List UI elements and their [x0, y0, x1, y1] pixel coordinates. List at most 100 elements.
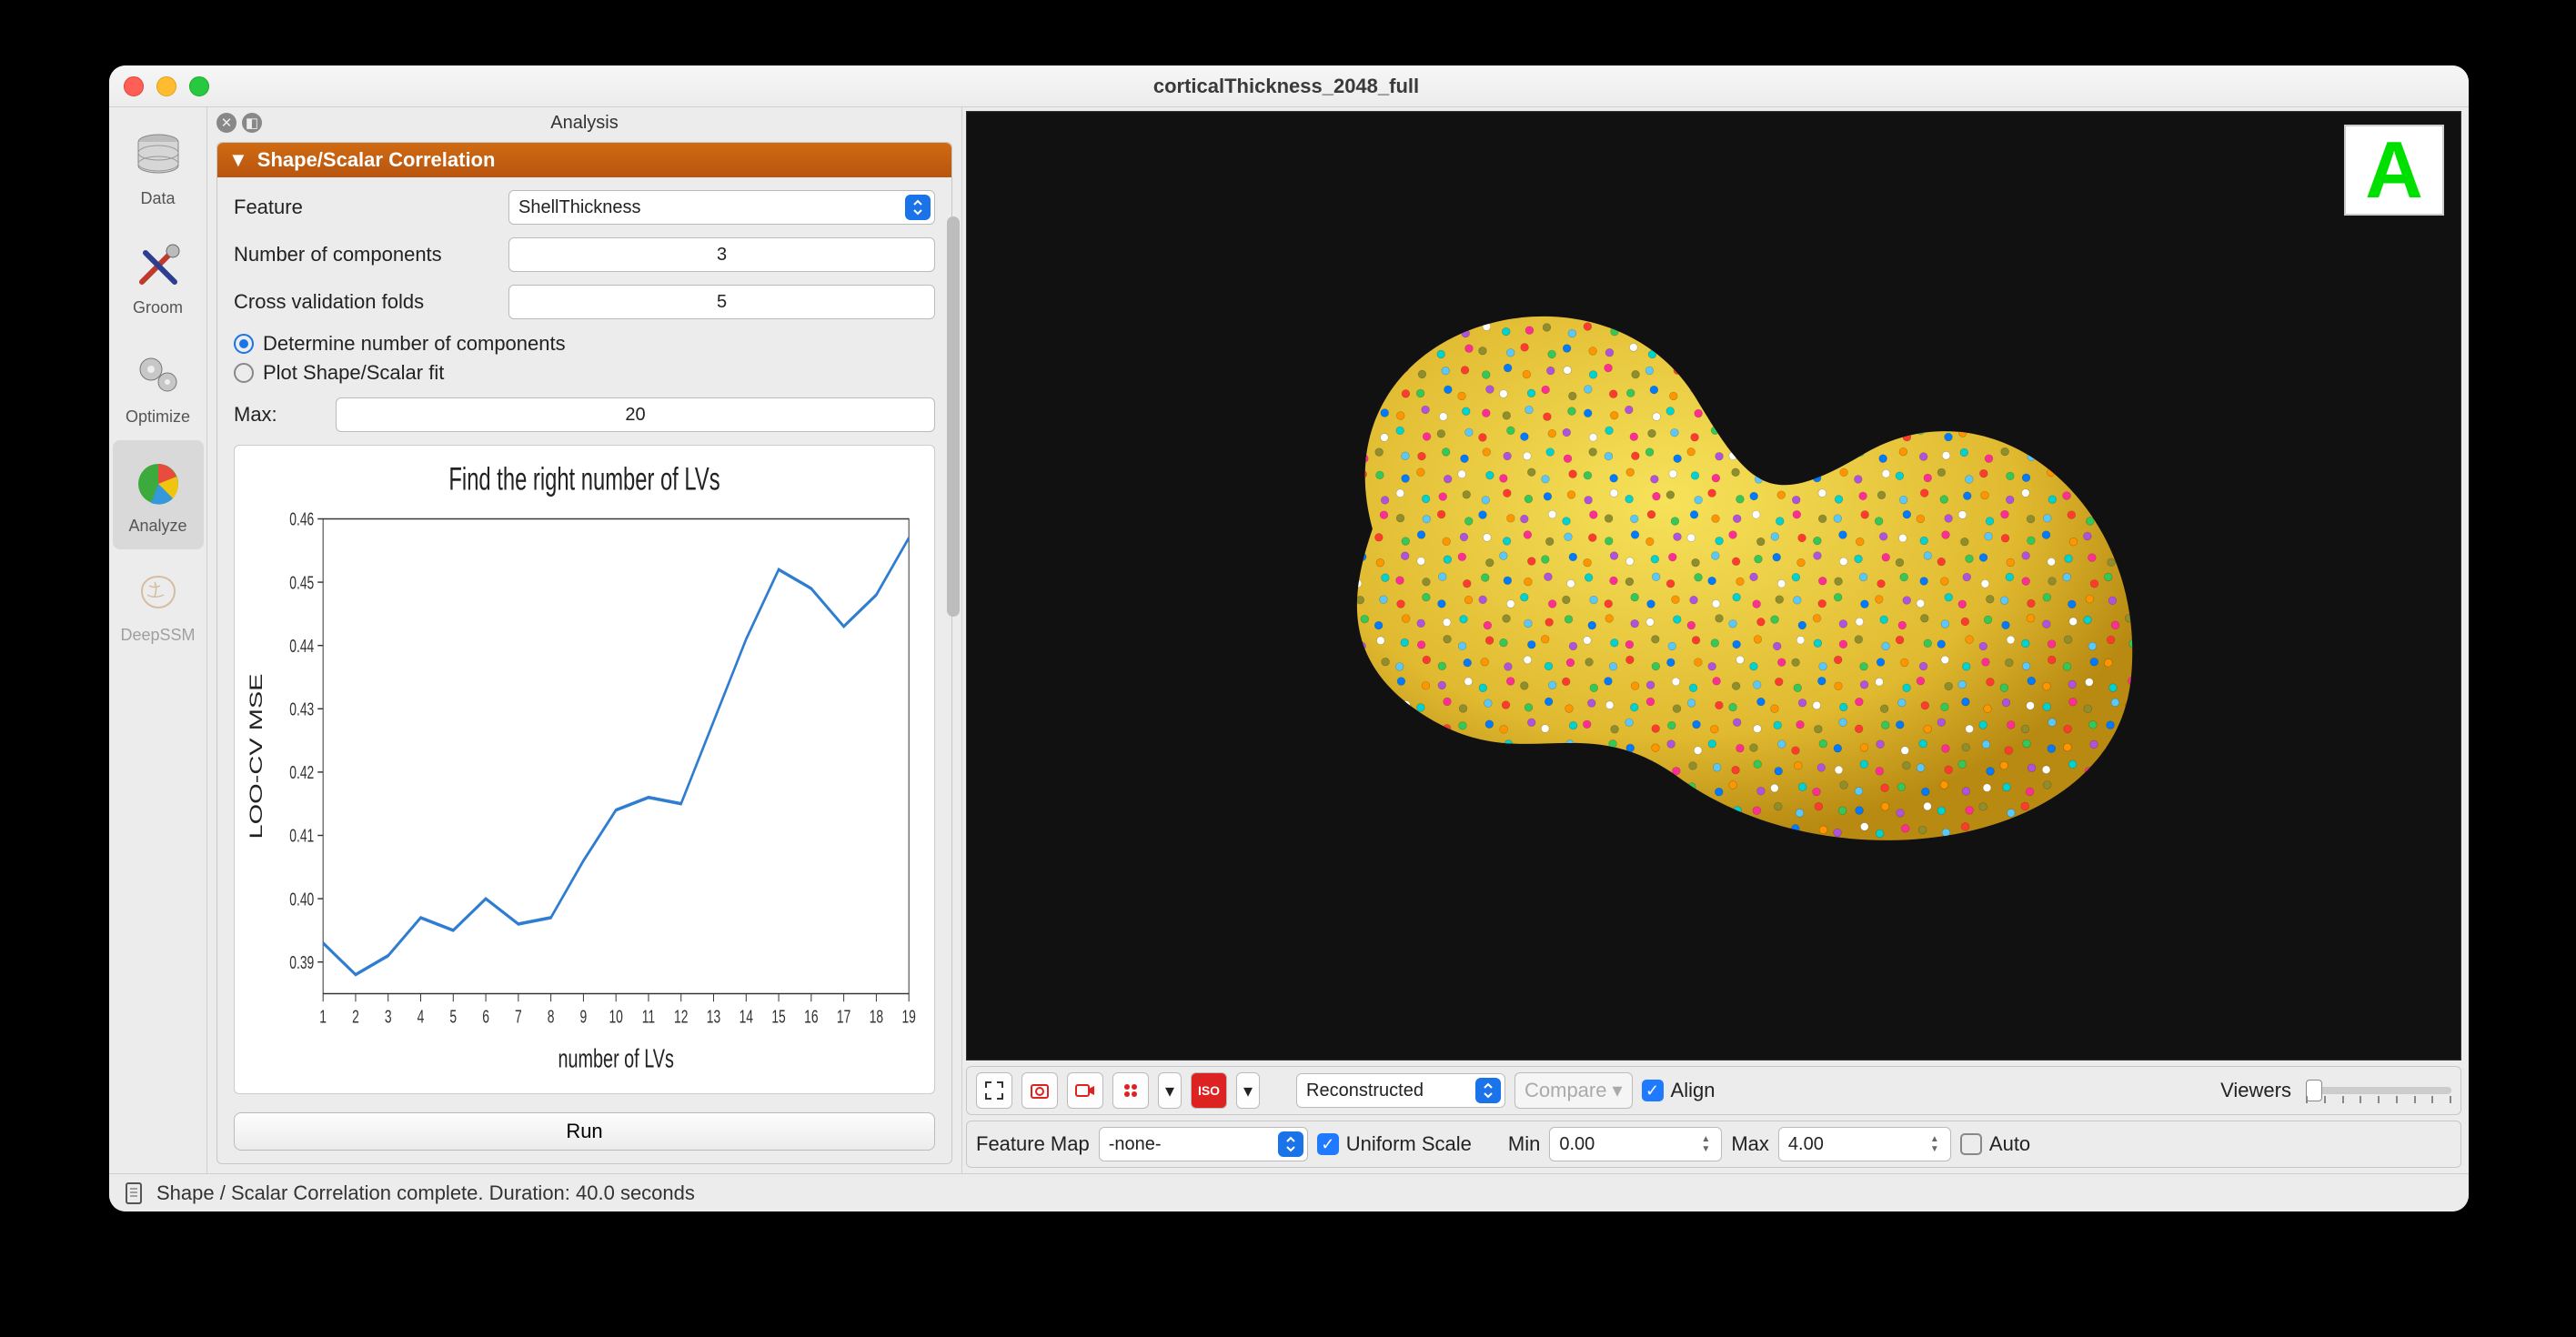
checkbox-icon	[1960, 1133, 1982, 1155]
sidebar-item-groom[interactable]: Groom	[113, 222, 204, 331]
mode-value: Reconstructed	[1306, 1081, 1424, 1101]
spinner-icon[interactable]: ▲▼	[1930, 1130, 1948, 1159]
sidebar-item-label: Analyze	[128, 517, 186, 536]
lv-chart: Find the right number of LVs0.390.400.41…	[234, 445, 935, 1094]
titlebar: corticalThickness_2048_full	[109, 65, 2469, 107]
auto-label: Auto	[1989, 1132, 2030, 1156]
svg-text:0.42: 0.42	[289, 761, 314, 782]
document-icon	[124, 1181, 144, 1205]
mode-select[interactable]: Reconstructed	[1296, 1073, 1505, 1108]
statusbar: Shape / Scalar Correlation complete. Dur…	[109, 1173, 2469, 1211]
iso-dropdown[interactable]: ▾	[1236, 1072, 1260, 1109]
run-button[interactable]: Run	[234, 1112, 935, 1151]
svg-text:7: 7	[515, 1006, 522, 1027]
svg-text:LOO-CV MSE: LOO-CV MSE	[247, 673, 267, 839]
correlation-panel: ▼ Shape/Scalar Correlation Feature Shell…	[216, 142, 952, 1164]
mode-sidebar: Data Groom Optimize Analyze	[109, 107, 207, 1173]
particles-button[interactable]	[1112, 1072, 1149, 1109]
ncomp-input[interactable]: 3	[508, 237, 935, 272]
min-input[interactable]: 0.00 ▲▼	[1549, 1127, 1722, 1161]
compare-button[interactable]: Compare ▾	[1514, 1072, 1633, 1109]
analysis-header-label: Analysis	[550, 113, 618, 134]
viewer-column: A ▾ ISO ▾ Reconstr	[962, 107, 2469, 1173]
feature-select[interactable]: ShellThickness	[508, 190, 935, 225]
svg-text:0.40: 0.40	[289, 889, 314, 910]
ncomp-label: Number of components	[234, 243, 498, 266]
feature-value: ShellThickness	[518, 197, 641, 218]
3d-viewport[interactable]: A	[966, 111, 2461, 1061]
uniform-scale-checkbox[interactable]: ✓ Uniform Scale	[1317, 1132, 1472, 1156]
axes-badge: A	[2344, 125, 2444, 216]
svg-text:15: 15	[771, 1006, 785, 1027]
panel-title: Shape/Scalar Correlation	[257, 148, 496, 172]
particles-dropdown[interactable]: ▾	[1158, 1072, 1182, 1109]
analysis-header: ✕ ◧ Analysis	[207, 107, 961, 138]
radio-label: Determine number of components	[263, 332, 566, 356]
detach-icon[interactable]: ✕	[216, 113, 236, 133]
max-input[interactable]: 4.00 ▲▼	[1778, 1127, 1951, 1161]
chevron-down-icon: ▾	[1612, 1079, 1622, 1102]
radio-label: Plot Shape/Scalar fit	[263, 361, 444, 385]
max-label: Max	[1731, 1132, 1769, 1156]
sidebar-item-optimize[interactable]: Optimize	[113, 331, 204, 440]
viewers-label: Viewers	[2220, 1079, 2291, 1102]
panel-title-bar[interactable]: ▼ Shape/Scalar Correlation	[217, 143, 951, 177]
feature-label: Feature	[234, 196, 498, 219]
svg-text:16: 16	[804, 1006, 818, 1027]
radio-icon	[234, 334, 254, 354]
window-maximize-button[interactable]	[189, 76, 209, 96]
disclosure-triangle-icon: ▼	[228, 148, 248, 172]
iso-button[interactable]: ISO	[1191, 1072, 1227, 1109]
radio-determine[interactable]: Determine number of components	[234, 332, 935, 356]
window-minimize-button[interactable]	[156, 76, 176, 96]
panel-scrollbar[interactable]	[947, 216, 960, 617]
svg-text:Find the right number of LVs: Find the right number of LVs	[448, 462, 719, 498]
viewer-toolbar-2: Feature Map -none- ✓ Uniform Scale Min 0…	[966, 1121, 2461, 1168]
svg-text:9: 9	[580, 1006, 588, 1027]
svg-text:1: 1	[319, 1006, 327, 1027]
svg-text:6: 6	[482, 1006, 489, 1027]
radio-icon	[234, 363, 254, 383]
cv-label: Cross validation folds	[234, 290, 498, 314]
svg-text:2: 2	[352, 1006, 359, 1027]
cv-input[interactable]: 5	[508, 285, 935, 319]
sidebar-item-deepssm[interactable]: DeepSSM	[113, 549, 204, 658]
record-button[interactable]	[1067, 1072, 1103, 1109]
svg-text:0.45: 0.45	[289, 572, 314, 593]
popout-icon[interactable]: ◧	[242, 113, 262, 133]
svg-text:18: 18	[870, 1006, 883, 1027]
brain-icon	[129, 564, 187, 622]
uniform-label: Uniform Scale	[1346, 1132, 1472, 1156]
align-checkbox[interactable]: ✓ Align	[1642, 1079, 1716, 1102]
svg-text:19: 19	[901, 1006, 915, 1027]
sidebar-item-label: Optimize	[126, 407, 190, 427]
window-title: corticalThickness_2048_full	[227, 75, 2454, 98]
svg-text:0.43: 0.43	[289, 699, 314, 719]
max-input[interactable]: 20	[336, 397, 935, 432]
auto-checkbox[interactable]: Auto	[1960, 1132, 2030, 1156]
screenshot-button[interactable]	[1021, 1072, 1058, 1109]
window-close-button[interactable]	[124, 76, 144, 96]
sidebar-item-data[interactable]: Data	[113, 113, 204, 222]
fit-view-button[interactable]	[976, 1072, 1012, 1109]
spinner-icon[interactable]: ▲▼	[1701, 1130, 1719, 1159]
align-label: Align	[1671, 1079, 1716, 1102]
featuremap-label: Feature Map	[976, 1132, 1090, 1156]
svg-text:0.44: 0.44	[289, 635, 314, 656]
run-label: Run	[566, 1120, 602, 1143]
sidebar-item-analyze[interactable]: Analyze	[113, 440, 204, 549]
svg-text:10: 10	[609, 1006, 622, 1027]
svg-text:12: 12	[674, 1006, 688, 1027]
svg-text:0.39: 0.39	[289, 951, 314, 972]
status-text: Shape / Scalar Correlation complete. Dur…	[156, 1181, 695, 1205]
select-caret-icon	[905, 195, 931, 220]
viewers-slider[interactable]	[2306, 1087, 2451, 1094]
svg-text:13: 13	[707, 1006, 720, 1027]
svg-text:5: 5	[449, 1006, 457, 1027]
featuremap-select[interactable]: -none-	[1099, 1127, 1308, 1161]
database-icon	[129, 127, 187, 186]
radio-plot[interactable]: Plot Shape/Scalar fit	[234, 361, 935, 385]
pie-chart-icon	[129, 455, 187, 513]
app-window: corticalThickness_2048_full Data Groom	[109, 65, 2469, 1211]
min-label: Min	[1508, 1132, 1540, 1156]
